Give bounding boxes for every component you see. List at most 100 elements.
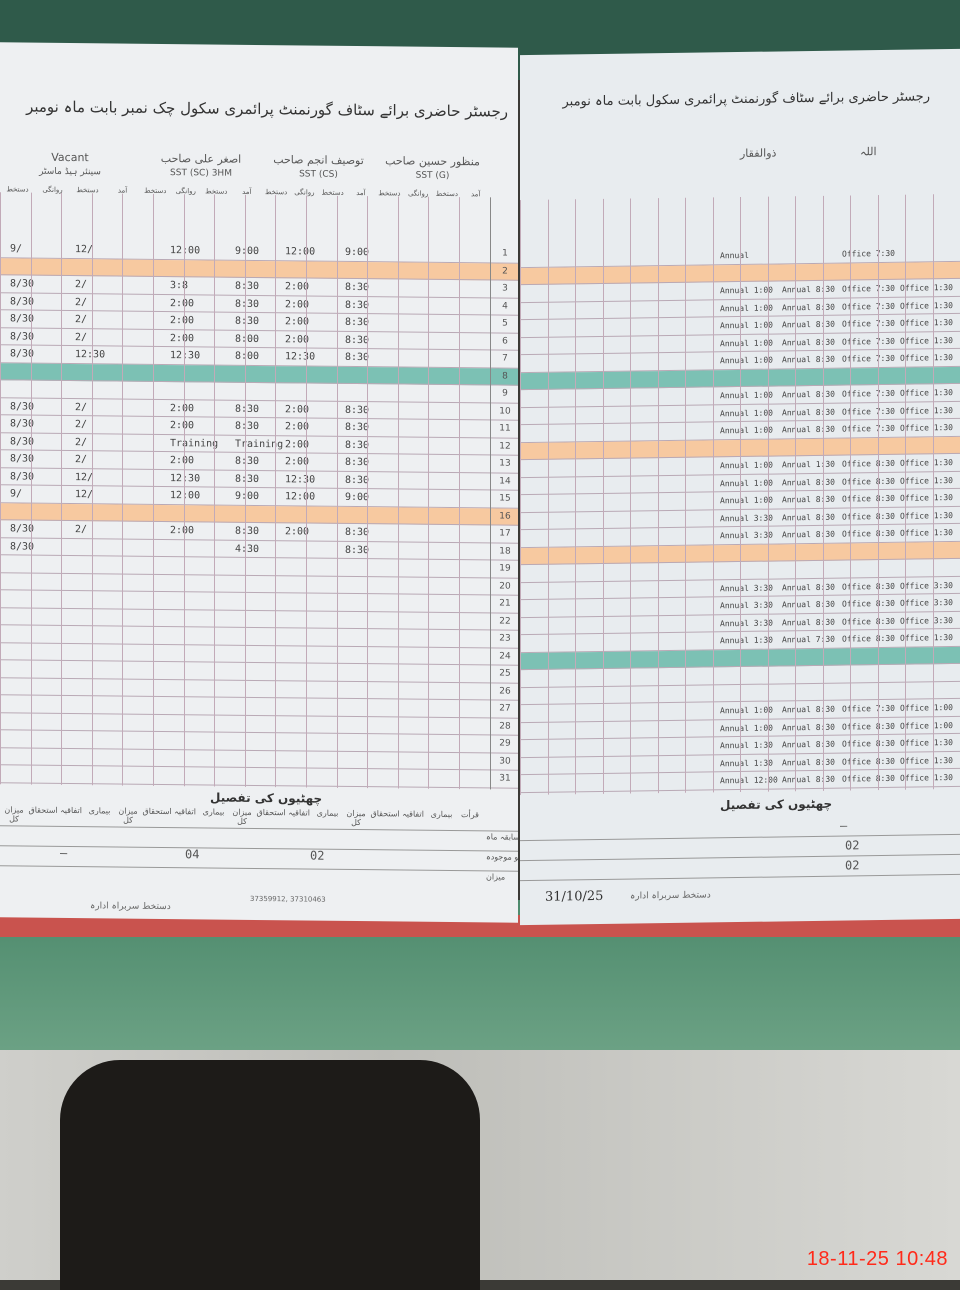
grid-line xyxy=(932,194,934,790)
summary-header: استحقاق xyxy=(256,807,286,818)
grid-line xyxy=(490,197,491,790)
leave-entry: Annual 1:30 xyxy=(782,459,835,470)
row-number: 16 xyxy=(499,511,511,522)
time-entry: 12/ xyxy=(75,471,94,483)
grid-line xyxy=(0,192,1,785)
summary-value: — xyxy=(60,845,68,860)
time-entry: 8:30 xyxy=(235,298,260,310)
row-number: 12 xyxy=(499,441,511,452)
grid-line xyxy=(30,192,32,785)
grid-line xyxy=(214,194,216,787)
leave-entry: Annual 8:30 xyxy=(782,407,835,417)
summary-header: میزان کل xyxy=(346,808,366,827)
leave-entry: Annual 8:30 xyxy=(782,389,835,400)
leave-entry: Annual 1:00 xyxy=(720,478,773,488)
leave-entry: Annual 7:30 xyxy=(782,634,835,645)
time-entry: 8:30 xyxy=(345,316,370,329)
time-entry: 8:30 xyxy=(235,525,260,538)
row-number: 14 xyxy=(499,476,511,487)
register-title: رجسٹر حاضری برائے سٹاف گورنمنٹ پرائمری س… xyxy=(26,97,508,121)
person-shadow xyxy=(60,1060,480,1290)
leave-entry: Annual 3:30 xyxy=(720,583,773,593)
leave-entry: Annual 1:00 xyxy=(720,425,773,436)
summary-header: اتفاقیہ xyxy=(402,809,424,819)
grid-line xyxy=(428,196,430,789)
teacher-name: توصیف انجم صاحب xyxy=(273,153,364,168)
attendance-grid-right: Annual Office 7:30 Annual 1:00 Annual 8:30 O… xyxy=(520,194,960,796)
time-entry: 12:30 xyxy=(170,350,201,362)
time-entry: Training xyxy=(170,437,219,450)
summary-value: 02 xyxy=(845,838,860,853)
leave-entry: Office 1:30 xyxy=(900,388,953,398)
leave-entry: Annual 3:30 xyxy=(720,530,773,541)
time-entry: 8:30 xyxy=(235,455,260,468)
time-entry: 2/ xyxy=(75,296,88,308)
grid-line xyxy=(822,195,824,791)
time-entry: 8:30 xyxy=(345,281,370,294)
grid-line xyxy=(459,197,460,790)
row-number: 30 xyxy=(499,756,511,767)
time-entry: 2/ xyxy=(75,419,88,431)
leave-entry: Annual 8:30 xyxy=(782,739,835,750)
teacher-header: ذوالفقار xyxy=(740,146,777,160)
time-entry: 8:30 xyxy=(235,280,260,293)
time-entry: 12:00 xyxy=(285,491,316,503)
time-entry: 8:30 xyxy=(235,315,260,328)
time-entry: 2:00 xyxy=(170,315,195,327)
grid-line xyxy=(712,197,714,793)
row-number: 21 xyxy=(499,598,511,609)
signature-label-right: دستخط سربراہ ادارہ xyxy=(630,890,711,902)
grid-line xyxy=(740,196,741,793)
time-entry: 8:30 xyxy=(235,403,260,415)
leave-entry: Annual 8:30 xyxy=(782,529,835,540)
summary-row-label: میزان xyxy=(486,872,506,882)
grid-line xyxy=(275,195,277,788)
leave-entry: Annual 1:00 xyxy=(720,723,773,733)
row-number: 19 xyxy=(499,563,511,574)
grid-line xyxy=(630,198,631,794)
grid-line xyxy=(122,193,124,786)
time-entry: 8:00 xyxy=(235,350,260,363)
teacher-post: SST (G) xyxy=(415,170,450,181)
row-number: 29 xyxy=(499,738,511,749)
time-entry: 12:00 xyxy=(285,246,316,258)
summary-row-line xyxy=(0,845,518,852)
summary-row-line xyxy=(0,865,518,872)
leave-entry: Annual 8:30 xyxy=(782,704,835,715)
time-entry: 9:00 xyxy=(345,246,370,259)
row-number: 6 xyxy=(502,336,508,347)
leave-entry: Annual 8:30 xyxy=(782,722,835,732)
summary-header: بیماری xyxy=(430,809,453,820)
teacher-post: SST (CS) xyxy=(299,169,338,180)
leave-entry: Annual 1:30 xyxy=(720,635,773,646)
time-entry: 8:30 xyxy=(345,351,370,364)
leave-entry: Annual 8:30 xyxy=(782,599,835,610)
time-entry: 12:30 xyxy=(285,473,316,486)
time-entry: 8:30 xyxy=(345,404,370,416)
time-entry: 8:30 xyxy=(345,456,370,469)
summary-value: 04 xyxy=(185,847,200,862)
leave-entry: Office 3:30 xyxy=(900,598,953,608)
time-entry: 8:30 xyxy=(345,439,370,451)
time-entry: 12:00 xyxy=(170,245,201,257)
summary-row-label: کو موجودہ xyxy=(486,852,518,862)
teacher-header: اللہ xyxy=(860,145,877,159)
leave-entry: Office 1:30 xyxy=(900,405,953,416)
leave-entry: Annual 1:00 xyxy=(720,460,773,471)
grid-line xyxy=(547,199,549,795)
time-entry: 2/ xyxy=(75,454,88,466)
row-number: 24 xyxy=(499,651,511,662)
summary-header: استحقاق xyxy=(28,805,58,815)
time-entry: 12/ xyxy=(75,244,94,256)
teacher-post: سینئر ہیڈ ماسٹر xyxy=(39,166,101,178)
leave-entry: Annual 8:30 xyxy=(782,302,835,312)
summary-value: 02 xyxy=(310,848,325,863)
time-entry: 2/ xyxy=(75,524,88,536)
row-number: 9 xyxy=(502,388,508,399)
leave-entry: Annual 3:30 xyxy=(720,513,773,523)
grid-line xyxy=(244,194,246,787)
leave-entry: Office 3:30 xyxy=(900,580,953,591)
time-entry: 8:30 xyxy=(345,544,370,556)
leave-entry: Office 1:30 xyxy=(900,423,953,433)
grid-line xyxy=(767,196,769,792)
